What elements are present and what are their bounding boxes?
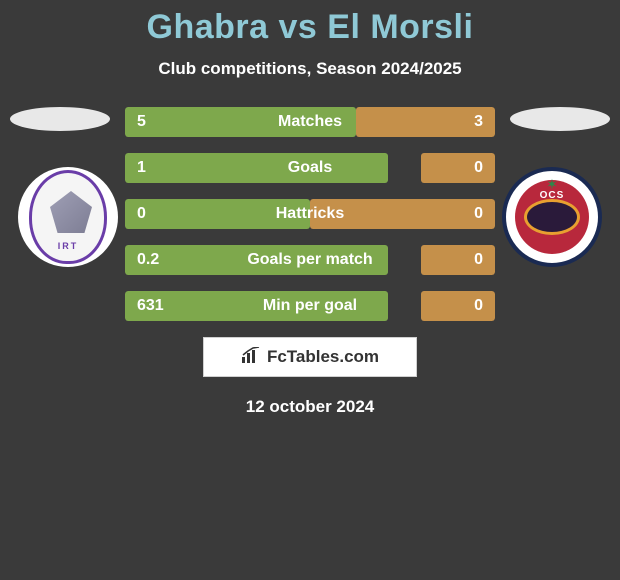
bar-row: 00Hattricks [125, 199, 495, 229]
page-title: Ghabra vs El Morsli [0, 0, 620, 47]
bar-row: 0.20Goals per match [125, 245, 495, 275]
date-label: 12 october 2024 [0, 397, 620, 417]
watermark-text: FcTables.com [267, 347, 379, 367]
bar-row: 10Goals [125, 153, 495, 183]
subtitle: Club competitions, Season 2024/2025 [0, 59, 620, 79]
bar-metric-label: Matches [125, 107, 495, 137]
bar-chart: 53Matches 10Goals 00Hattricks 0.20Goals per… [125, 107, 495, 321]
right-team-badge: ✶ OCS [502, 167, 602, 267]
left-shadow-pad [10, 107, 110, 131]
left-badge-crest: IRT [29, 170, 107, 264]
right-shadow-pad [510, 107, 610, 131]
comparison-area: IRT ✶ OCS 53Matches 10Goals 00Hattricks 0.2… [0, 107, 620, 321]
right-badge-oval [524, 199, 580, 235]
watermark: FcTables.com [203, 337, 417, 377]
bar-metric-label: Hattricks [125, 199, 495, 229]
bar-row: 53Matches [125, 107, 495, 137]
chart-icon [241, 347, 261, 368]
left-badge-text: IRT [58, 241, 79, 251]
bar-row: 6310Min per goal [125, 291, 495, 321]
bar-metric-label: Goals per match [125, 245, 495, 275]
bar-metric-label: Min per goal [125, 291, 495, 321]
bar-metric-label: Goals [125, 153, 495, 183]
left-team-badge: IRT [18, 167, 118, 267]
right-badge-crest: ✶ OCS [515, 180, 589, 254]
